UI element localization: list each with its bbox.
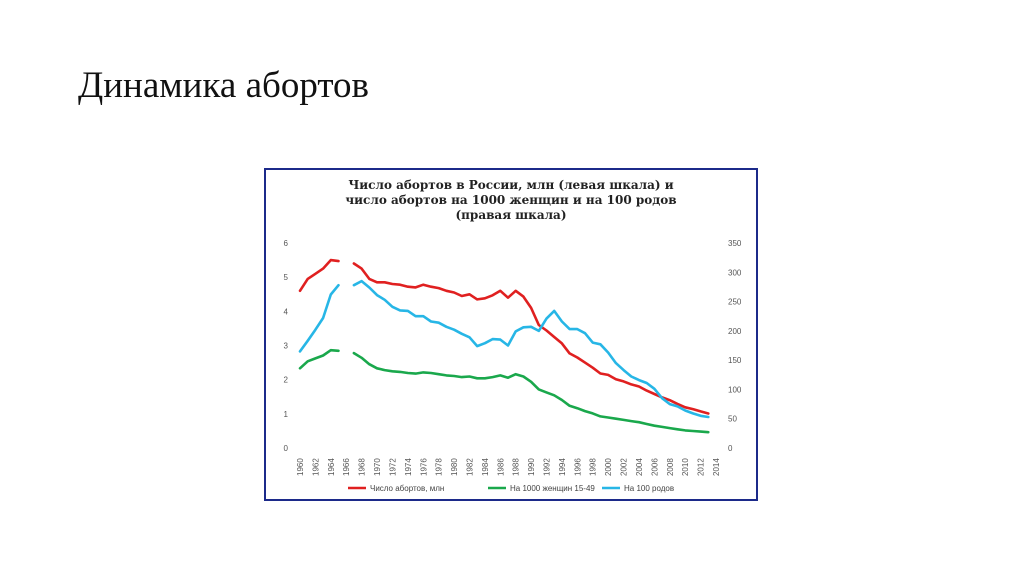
left-tick-label: 5 — [284, 273, 289, 282]
x-tick-label: 2012 — [697, 458, 706, 476]
x-tick-label: 1960 — [296, 458, 305, 476]
x-tick-label: 1986 — [496, 458, 505, 476]
x-tick-label: 1976 — [419, 458, 428, 476]
x-tick-label: 2010 — [681, 458, 690, 476]
legend-label: На 100 родов — [624, 484, 674, 493]
x-axis-ticks: 1960 1962 1964 1966 1968 1970 1972 1974 1976 1978… — [296, 458, 721, 476]
series-line-3 — [298, 279, 710, 419]
right-axis-ticks: 0 50 100 150 200 250 300 350 — [728, 239, 742, 453]
slide-title: Динамика абортов — [78, 65, 369, 106]
left-tick-label: 0 — [284, 444, 289, 453]
right-tick-label: 50 — [728, 415, 737, 424]
x-tick-label: 1974 — [404, 458, 413, 476]
right-tick-label: 300 — [728, 268, 742, 277]
x-tick-label: 1962 — [311, 458, 320, 476]
x-tick-label: 1968 — [358, 458, 367, 476]
chart-title-line-1: Число абортов в России, млн (левая шкала… — [348, 178, 673, 192]
series-line-1 — [298, 258, 710, 415]
x-tick-label: 1978 — [435, 458, 444, 476]
series-line-2 — [298, 348, 710, 434]
x-tick-label: 1992 — [543, 458, 552, 476]
series-layer — [298, 258, 710, 434]
x-tick-label: 1988 — [512, 458, 521, 476]
x-tick-label: 1990 — [527, 458, 536, 476]
x-tick-label: 2014 — [712, 458, 721, 476]
right-tick-label: 250 — [728, 298, 742, 307]
left-tick-label: 1 — [284, 410, 289, 419]
x-tick-label: 1970 — [373, 458, 382, 476]
x-tick-label: 2004 — [635, 458, 644, 476]
abortion-dynamics-chart: Число абортов в России, млн (левая шкала… — [284, 178, 742, 493]
legend-label: Число абортов, млн — [370, 484, 444, 493]
x-tick-label: 2000 — [604, 458, 613, 476]
x-tick-label: 1966 — [342, 458, 351, 476]
x-tick-label: 2006 — [650, 458, 659, 476]
x-tick-label: 1964 — [327, 458, 336, 476]
right-tick-label: 200 — [728, 327, 742, 336]
legend-label: На 1000 женщин 15-49 — [510, 484, 595, 493]
chart-title-line-3: (правая шкала) — [455, 208, 566, 222]
right-tick-label: 150 — [728, 356, 742, 365]
left-axis-ticks: 0 1 2 3 4 5 6 — [284, 239, 289, 453]
left-tick-label: 4 — [284, 307, 289, 316]
left-tick-label: 2 — [284, 376, 289, 385]
right-tick-label: 100 — [728, 385, 742, 394]
right-tick-label: 0 — [728, 444, 733, 453]
x-tick-label: 1982 — [465, 458, 474, 476]
x-tick-label: 2008 — [666, 458, 675, 476]
x-tick-label: 1996 — [573, 458, 582, 476]
chart-frame: Число абортов в России, млн (левая шкала… — [264, 168, 758, 501]
left-tick-label: 3 — [284, 342, 289, 351]
x-tick-label: 1984 — [481, 458, 490, 476]
x-tick-label: 1972 — [388, 458, 397, 476]
x-tick-label: 2002 — [620, 458, 629, 476]
left-tick-label: 6 — [284, 239, 289, 248]
x-tick-label: 1998 — [589, 458, 598, 476]
chart-legend: Число абортов, млн На 1000 женщин 15-49 На… — [348, 484, 674, 493]
right-tick-label: 350 — [728, 239, 742, 248]
x-tick-label: 1980 — [450, 458, 459, 476]
x-tick-label: 1994 — [558, 458, 567, 476]
chart-title-line-2: число абортов на 1000 женщин и на 100 ро… — [345, 193, 676, 207]
